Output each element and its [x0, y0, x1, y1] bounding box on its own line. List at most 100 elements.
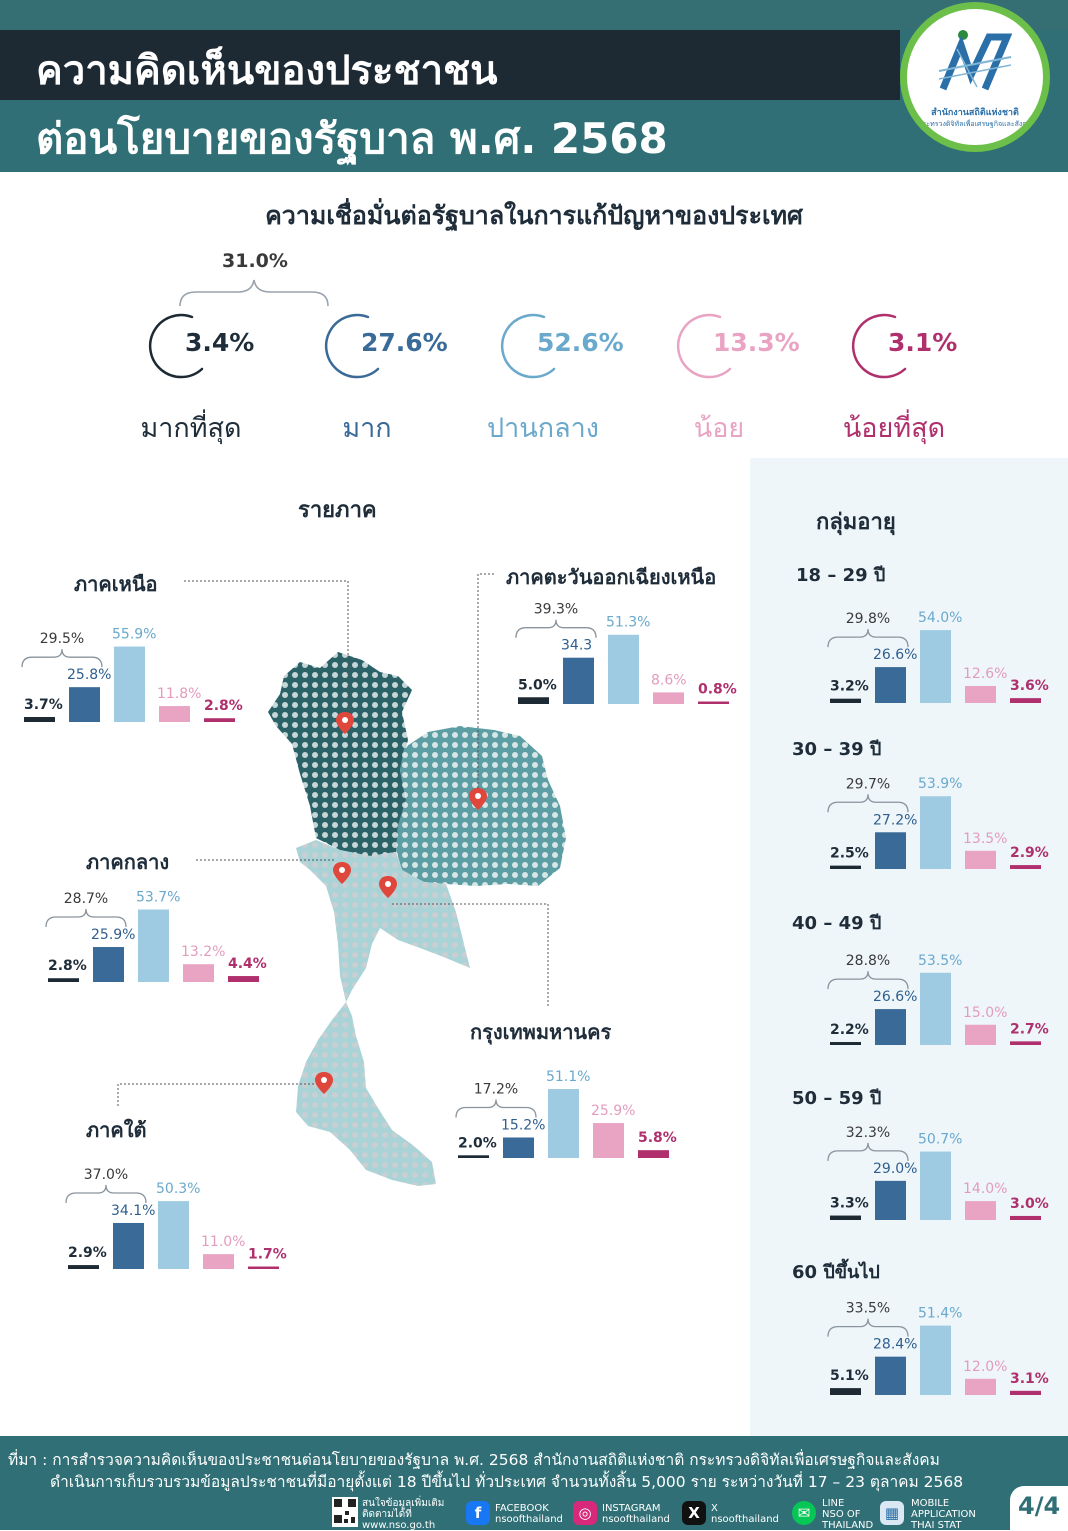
map-south-connector — [117, 1083, 318, 1106]
chart-2-bar-label-2: 53.7% — [136, 890, 180, 906]
chart-0-bar-0 — [24, 717, 55, 722]
map-pin-north-icon — [336, 712, 354, 734]
chart-5-bar-0 — [830, 698, 861, 703]
facebook-link[interactable]: FACEBOOK nsoofthailand — [495, 1503, 563, 1525]
nso-logo-mark-icon — [938, 30, 1013, 91]
chart-9-bar-1 — [875, 1356, 906, 1395]
chart-3-bar-4 — [638, 1150, 669, 1158]
chart-0-bar-4 — [204, 718, 235, 722]
map-pin-central-icon — [333, 862, 351, 884]
follow-text: ติดตามได้ที่ — [362, 1509, 412, 1520]
logo-text-ministry: กระทรวงดิจิทัลเพื่อเศรษฐกิจและสังคม — [918, 120, 1032, 128]
page-number-box — [1010, 1486, 1068, 1530]
x-link[interactable]: X nsoofthailand — [711, 1503, 779, 1525]
overall-ring-1-icon — [324, 313, 380, 379]
chart-2-bar-label-0: 2.8% — [48, 958, 87, 974]
map-bangkok-connector — [392, 903, 549, 1008]
region-title-central: ภาคกลาง — [86, 850, 170, 874]
line-handle-1: NSO OF — [822, 1509, 861, 1520]
chart-7-bar-label-3: 15.0% — [963, 1005, 1007, 1021]
overall-value-4: 3.1% — [888, 328, 958, 357]
more-info-text: สนใจข้อมูลเพิ่มเติม — [362, 1498, 445, 1509]
facebook-icon[interactable]: f — [466, 1501, 490, 1525]
website-link[interactable]: www.nso.go.th — [362, 1520, 436, 1531]
map-south-region — [296, 1002, 436, 1186]
chart-4-bar-2 — [158, 1201, 189, 1269]
map-pin-south-icon — [315, 1072, 333, 1094]
chart-6-bar-4 — [1010, 865, 1041, 869]
chart-1-bar-0 — [518, 697, 549, 704]
chart-8-bar-label-4: 3.0% — [1010, 1196, 1049, 1212]
overall-ring-3-icon — [676, 313, 732, 379]
chart-7-bar-label-0: 2.2% — [830, 1022, 869, 1038]
chart-6-bar-label-0: 2.5% — [830, 846, 869, 862]
overall-value-0: 3.4% — [185, 328, 255, 357]
chart-2-sum-label: 28.7% — [64, 891, 108, 907]
chart-5-sum-brace — [827, 629, 909, 648]
chart-4-bar-label-0: 2.9% — [68, 1245, 107, 1261]
line-link[interactable]: LINE NSO OF THAILAND — [822, 1498, 873, 1531]
overall-subtitle: ความเชื่อมั่นต่อรัฐบาลในการแก้ปัญหาของปร… — [265, 201, 803, 230]
instagram-label: INSTAGRAM — [602, 1503, 661, 1514]
overall-label-3: น้อย — [693, 413, 745, 444]
overall-label-1: มาก — [342, 413, 392, 444]
page-number: 4/4 — [1018, 1492, 1061, 1520]
chart-5-bar-label-2: 54.0% — [918, 610, 962, 626]
chart-0-bar-1 — [69, 687, 100, 722]
chart-3-bar-3 — [593, 1123, 624, 1158]
app-label-3: THAI STAT — [911, 1520, 962, 1531]
chart-9-sum-brace — [827, 1318, 909, 1337]
instagram-icon[interactable]: ◎ — [573, 1501, 597, 1525]
chart-5-bar-2 — [920, 630, 951, 703]
chart-1-bar-2 — [608, 634, 639, 704]
chart-0-bar-2 — [114, 646, 145, 722]
chart-6-bar-label-2: 53.9% — [918, 776, 962, 792]
chart-7-bar-3 — [965, 1024, 996, 1045]
chart-3-bar-0 — [458, 1155, 489, 1158]
facebook-handle: nsoofthailand — [495, 1514, 563, 1525]
app-label-2: APPLICATION — [911, 1509, 976, 1520]
x-icon[interactable]: X — [682, 1501, 706, 1525]
line-handle-2: THAILAND — [822, 1520, 874, 1531]
chart-3-bar-label-3: 25.9% — [591, 1103, 635, 1119]
region-section-title: รายภาค — [298, 498, 377, 523]
overall-value-3: 13.3% — [713, 328, 800, 357]
chart-7-bar-label-4: 2.7% — [1010, 1021, 1049, 1037]
overall-ring-4-icon — [851, 313, 907, 379]
page-title-line1: ความคิดเห็นของประชาชน — [36, 48, 498, 94]
line-icon[interactable]: ✉ — [792, 1501, 816, 1525]
chart-7-bar-1 — [875, 1009, 906, 1045]
chart-5-sum-label: 29.8% — [846, 611, 890, 627]
chart-6-bar-2 — [920, 796, 951, 869]
chart-6-bar-label-4: 2.9% — [1010, 845, 1049, 861]
overall-group-sum: 31.0% — [222, 250, 288, 272]
map-northeast-connector — [477, 573, 494, 796]
age-title-60-plus: 60 ปีขึ้นไป — [792, 1262, 880, 1283]
chart-5-bar-1 — [875, 667, 906, 703]
footer-more-info: สนใจข้อมูลเพิ่มเติม ติดตามได้ที่ www.nso… — [362, 1498, 444, 1531]
mini-bar-charts: 3.7%25.8%55.9%11.8%2.8%29.5%5.0%34.351.3… — [21, 602, 1049, 1395]
chart-8-bar-label-1: 29.0% — [873, 1161, 917, 1177]
chart-4-bar-label-2: 50.3% — [156, 1181, 200, 1197]
chart-5-bar-4 — [1010, 698, 1041, 703]
map-pin-northeast-icon — [469, 788, 487, 810]
chart-7-bar-2 — [920, 972, 951, 1045]
region-title-bangkok: กรุงเทพมหานคร — [470, 1020, 612, 1044]
chart-5-bar-label-1: 26.6% — [873, 647, 917, 663]
chart-7-bar-label-2: 53.5% — [918, 953, 962, 969]
mobile-app-link[interactable]: MOBILE APPLICATION THAI STAT — [911, 1498, 976, 1531]
chart-7-bar-label-1: 26.6% — [873, 989, 917, 1005]
age-title-30-39: 30 – 39 ปี — [792, 739, 882, 760]
overall-ring-2-icon — [500, 313, 556, 379]
chart-3-bar-label-0: 2.0% — [458, 1135, 497, 1151]
chart-1-sum-label: 39.3% — [534, 602, 578, 618]
facebook-label: FACEBOOK — [495, 1503, 549, 1514]
instagram-link[interactable]: INSTAGRAM nsoofthailand — [602, 1503, 670, 1525]
chart-1-bar-label-0: 5.0% — [518, 677, 557, 693]
mobile-app-icon[interactable]: ▦ — [880, 1501, 904, 1525]
chart-6-bar-label-1: 27.2% — [873, 812, 917, 828]
age-title-50-59: 50 – 59 ปี — [792, 1088, 882, 1109]
chart-4-bar-4 — [248, 1266, 279, 1269]
chart-0-bar-label-0: 3.7% — [24, 697, 63, 713]
chart-8-bar-label-0: 3.3% — [830, 1196, 869, 1212]
